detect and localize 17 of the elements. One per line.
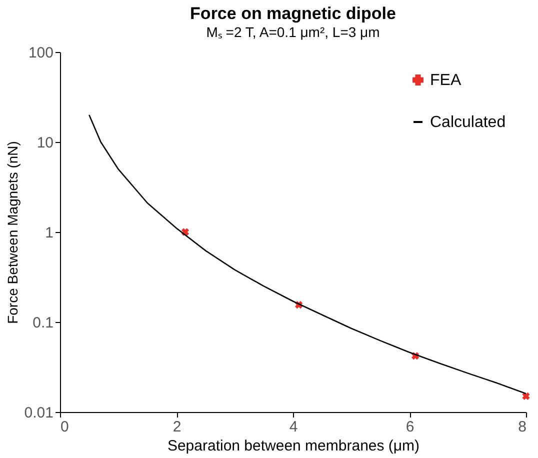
chart-title: Force on magnetic dipole [190,4,396,23]
x-tick-label: 6 [406,418,414,436]
point [522,392,530,400]
x-axis-title: Separation between membranes (μm) [167,438,420,454]
y-tick-label: 10 [36,134,54,152]
legend-label: Calculated [430,114,506,131]
x-tick-label: 0 [60,418,69,436]
x-tick-label: 8 [518,418,526,436]
x-tick-label: 4 [289,418,298,436]
y-tick-label: 0.01 [24,404,54,422]
y-tick-label: 1 [45,224,54,242]
legend-label: FEA [430,72,462,89]
chart-subtitle: Mₛ =2 T, A=0.1 μm², L=3 μm [206,24,380,40]
y-axis-title: Force Between Magnets (nN) [4,141,20,324]
y-tick-label: 0.1 [32,314,54,332]
x-tick-label: 2 [172,418,182,436]
y-tick-label: 100 [28,44,54,62]
